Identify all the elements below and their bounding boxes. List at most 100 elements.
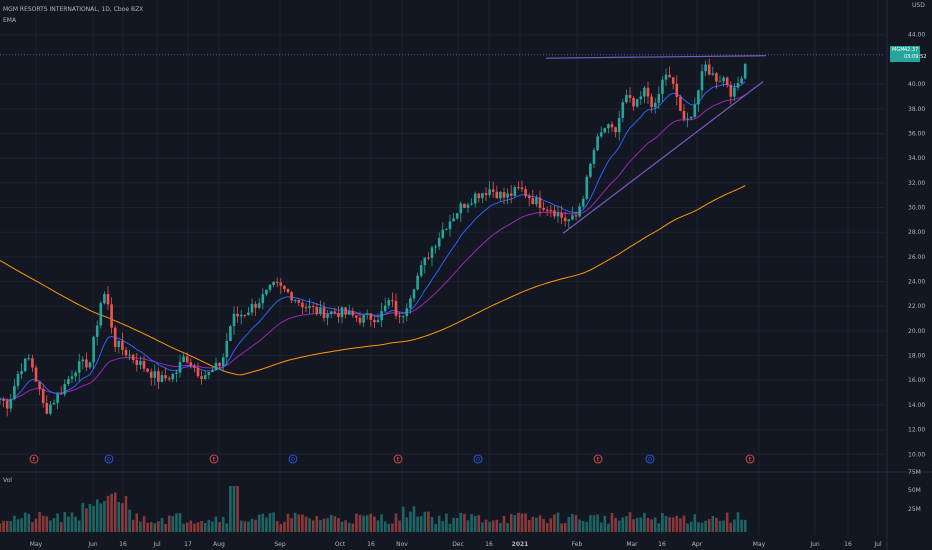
candle-body: [567, 219, 571, 222]
x-tick-label: May: [30, 541, 43, 548]
volume-bar: [617, 520, 621, 532]
candle-body: [661, 79, 664, 95]
candle-body: [23, 358, 27, 372]
x-tick-label: Sep: [274, 541, 286, 548]
candle-body: [52, 402, 56, 405]
volume-bar: [553, 514, 556, 532]
candle-body: [239, 314, 243, 317]
candle-body: [117, 340, 121, 348]
candle-body: [164, 375, 167, 379]
event-marker: [288, 454, 298, 464]
volume-bar: [182, 523, 185, 532]
volume-bar: [13, 515, 16, 532]
volume-bar: [607, 523, 610, 532]
candle-body: [725, 77, 729, 86]
x-tick-label: Mar: [626, 541, 638, 548]
candle-body: [405, 308, 409, 317]
candle-body: [221, 357, 225, 367]
volume-bar: [556, 512, 560, 532]
x-tick-label: 16: [367, 541, 375, 548]
volume-bar: [31, 522, 34, 532]
volume-bar: [236, 486, 239, 532]
volume-bar: [329, 514, 333, 532]
volume-bar: [542, 518, 545, 532]
candle-body: [394, 300, 398, 316]
volume-bar: [535, 517, 538, 532]
candle-body: [495, 191, 499, 199]
candle-body: [279, 282, 283, 286]
candle-body: [358, 317, 362, 323]
ema-mid-line: [0, 94, 746, 401]
y-tick-label: 14.00: [908, 402, 925, 409]
volume-bar: [495, 519, 499, 532]
volume-tick-label: 75M: [908, 469, 921, 476]
candle-body: [236, 313, 239, 317]
x-tick-label: 16: [844, 541, 852, 548]
volume-bar: [459, 512, 463, 532]
candle-body: [470, 203, 473, 205]
volume-bar: [585, 521, 589, 532]
volume-bar: [85, 508, 88, 532]
candle-body: [34, 367, 38, 382]
candle-body: [650, 96, 653, 108]
candle-body: [106, 294, 110, 305]
candle-body: [452, 218, 455, 222]
volume-label: Vol: [3, 477, 12, 484]
volume-bar: [527, 519, 531, 532]
candle-body: [671, 77, 675, 84]
candle-body: [275, 281, 279, 283]
volume-bar: [38, 512, 41, 532]
event-marker: [593, 454, 603, 464]
candle-body: [77, 361, 81, 373]
candle-body: [0, 398, 2, 400]
candle-body: [13, 385, 16, 400]
candle-body: [675, 83, 679, 97]
candle-body: [131, 354, 135, 361]
volume-bar: [599, 522, 603, 532]
candle-body: [160, 375, 164, 382]
volume-bar: [736, 512, 740, 532]
volume-bar: [733, 519, 736, 532]
x-tick-label: Jul: [152, 541, 161, 548]
volume-bar: [67, 516, 70, 532]
volume-bar: [718, 520, 722, 532]
volume-bar: [437, 515, 441, 532]
y-tick-label: 38.00: [908, 106, 925, 113]
volume-bar: [121, 503, 124, 532]
volume-bar: [20, 518, 23, 532]
candle-body: [679, 96, 682, 111]
volume-bar: [445, 513, 448, 532]
volume-bar: [175, 513, 178, 532]
volume-bar: [149, 522, 153, 532]
volume-bar: [513, 515, 517, 532]
candle-body: [265, 289, 268, 295]
candle-body: [614, 127, 617, 133]
volume-bar: [63, 512, 67, 532]
volume-bar: [509, 513, 513, 532]
candle-body: [445, 229, 448, 231]
volume-bar: [117, 502, 121, 532]
x-tick-label: Nov: [396, 541, 408, 548]
resistance-trendline: [545, 55, 767, 59]
volume-bar: [596, 514, 599, 532]
candle-body: [5, 400, 9, 409]
candle-body: [16, 373, 20, 386]
candle-body: [308, 306, 311, 308]
candle-body: [110, 304, 113, 328]
volume-tick-label: 25M: [908, 506, 921, 513]
chart-title: MGM RESORTS INTERNATIONAL, 1D, Cboe BZX: [3, 6, 144, 13]
volume-bar: [729, 522, 733, 532]
volume-bar: [214, 516, 218, 532]
volume-bar: [304, 516, 308, 532]
volume-bar: [70, 512, 74, 532]
volume-bar: [668, 517, 671, 532]
volume-bar: [373, 516, 376, 532]
candle-body: [563, 217, 567, 222]
x-tick-label: Jul: [873, 541, 882, 548]
candle-body: [157, 371, 160, 382]
candle-body: [41, 388, 45, 403]
candle-body: [193, 365, 196, 368]
volume-bar: [419, 516, 423, 532]
candle-body: [635, 99, 639, 107]
